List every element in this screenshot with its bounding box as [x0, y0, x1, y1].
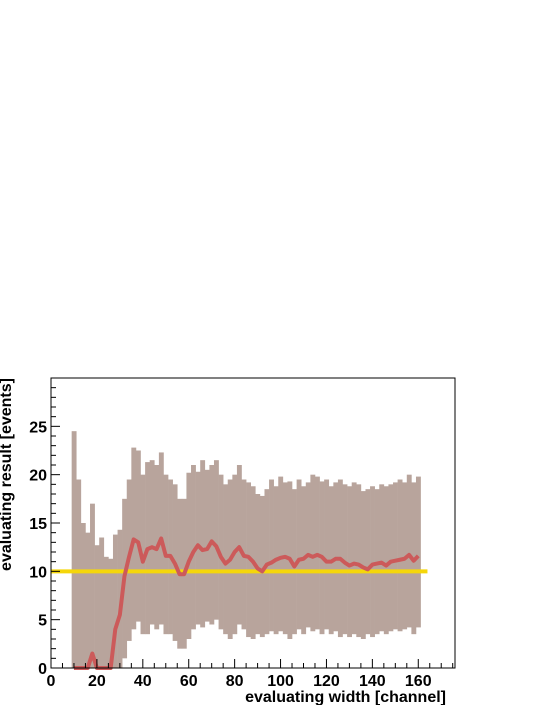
y-tick-label: 15 [29, 516, 47, 533]
band-bin [296, 479, 302, 630]
band-bin [310, 474, 316, 632]
x-tick-label: 120 [313, 673, 340, 690]
band-bin [347, 486, 353, 638]
band-bin [135, 450, 141, 622]
band-bin [76, 479, 82, 668]
y-tick-label: 20 [29, 468, 47, 485]
plot-area [51, 431, 428, 670]
x-tick-label: 20 [88, 673, 106, 690]
band-bin [356, 484, 362, 638]
x-axis-label: evaluating width [channel] [245, 689, 446, 705]
band-bin [80, 523, 86, 668]
band-bin [213, 460, 219, 620]
band-bin [342, 484, 348, 635]
band-bin [393, 482, 398, 630]
band-bin [402, 482, 408, 630]
band-bin [379, 484, 385, 632]
band-bin [397, 479, 403, 632]
band-bin [71, 431, 77, 668]
band-bin [255, 494, 261, 635]
y-tick-label: 0 [38, 661, 47, 678]
y-tick-label: 5 [38, 613, 47, 630]
band-bin [112, 534, 118, 668]
band-bin [269, 479, 274, 632]
band-bin [324, 479, 330, 630]
band-bin [218, 474, 224, 630]
band-bin [388, 484, 394, 632]
x-tick-label: 80 [226, 673, 244, 690]
band-bin [351, 482, 357, 635]
band-bin [200, 460, 206, 628]
band-bin [383, 486, 389, 635]
band-bin [191, 465, 196, 630]
band-bin [406, 474, 412, 628]
y-axis-label: evaluating result [events] [0, 378, 15, 571]
band-bin [360, 491, 366, 639]
band-bin [236, 465, 242, 625]
x-tick-label: 60 [180, 673, 198, 690]
band-bin [278, 476, 284, 632]
band-bin [99, 537, 105, 668]
x-tick-label: 40 [134, 673, 152, 690]
x-tick-label: 100 [267, 673, 294, 690]
x-tick-label: 160 [405, 673, 432, 690]
band-bin [365, 489, 371, 635]
band-bin [223, 484, 229, 635]
band-bin [186, 472, 192, 639]
band-bin [370, 486, 375, 638]
y-tick-label: 10 [29, 564, 47, 581]
y-tick-label: 25 [29, 419, 47, 436]
band-bin [108, 558, 114, 668]
x-tick-label: 140 [359, 673, 386, 690]
band-bin [292, 489, 297, 635]
band-bin [415, 476, 421, 628]
band-bin [85, 532, 91, 668]
x-tick-label: 0 [47, 673, 56, 690]
band-bin [103, 556, 109, 668]
band-bin [149, 460, 155, 625]
band-bin [259, 495, 265, 638]
band-bin [264, 489, 270, 635]
result-line [73, 536, 420, 670]
band-bin [90, 503, 95, 668]
band-bin [94, 545, 100, 668]
